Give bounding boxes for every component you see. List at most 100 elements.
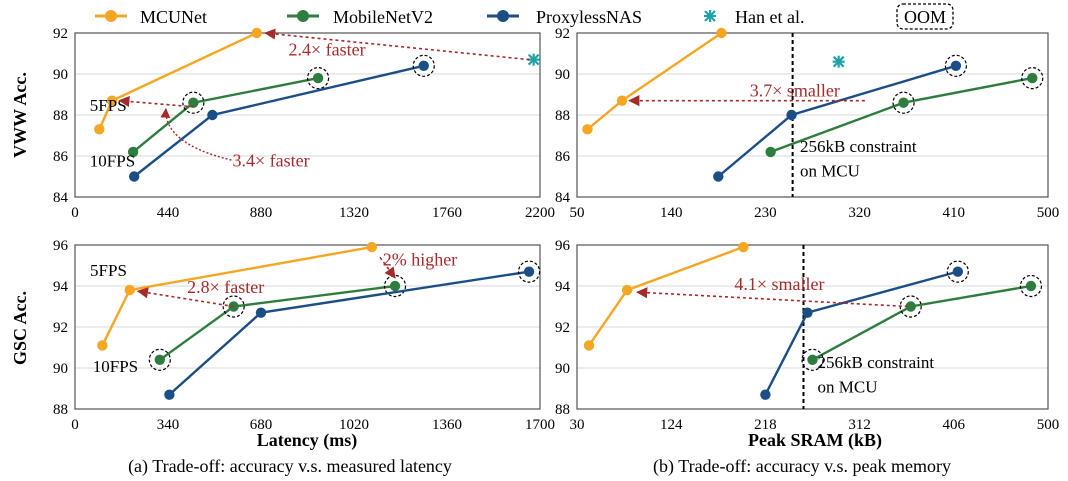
data-point	[188, 97, 199, 108]
data-point	[713, 171, 724, 182]
annotation: 256kB constraint	[818, 353, 935, 372]
xlabel-memory: Peak SRAM (kB)	[748, 430, 882, 451]
x-tick-label: 410	[943, 205, 966, 221]
x-tick-label: 230	[754, 205, 777, 221]
arrows	[118, 28, 908, 308]
x-tick-label: 680	[250, 417, 273, 433]
legend-label-proxylessnas: ProxylessNAS	[536, 7, 642, 27]
legend: MCUNet MobileNetV2 ProxylessNAS Han et a…	[95, 3, 954, 30]
data-point	[807, 354, 818, 365]
x-tick-label: 406	[943, 417, 966, 433]
y-tick-label: 84	[53, 190, 69, 206]
plot-frame	[576, 244, 1049, 410]
annotation: 2% higher	[383, 250, 457, 270]
x-tick-label: 500	[1037, 417, 1060, 433]
y-tick-label: 86	[53, 149, 69, 165]
data-point	[106, 95, 118, 106]
annotation-arrow	[636, 287, 908, 308]
series-proxylessnas	[128, 54, 435, 182]
series-han-et-al-	[832, 55, 845, 68]
x-tick-label: 880	[250, 205, 273, 221]
series-proxylessnas	[713, 54, 967, 182]
y-tick-label: 90	[555, 67, 570, 83]
annotation: 5FPS	[90, 261, 127, 280]
x-tick-label: 1760	[432, 205, 462, 221]
oom-marker	[222, 295, 245, 318]
data-point	[621, 284, 633, 296]
y-tick-label: 96	[555, 238, 571, 254]
annotation: 3.4× faster	[232, 150, 309, 170]
annotation: 10FPS	[90, 151, 135, 170]
annotation: 3.7× smaller	[750, 81, 840, 101]
oom-box	[896, 3, 954, 30]
series-mcunet	[583, 241, 749, 351]
oom-marker	[412, 54, 435, 77]
data-point	[207, 109, 218, 121]
data-point	[765, 146, 776, 158]
data-point	[802, 307, 813, 318]
series-proxylessnas	[164, 260, 541, 400]
data-point	[616, 95, 628, 106]
plot-frame	[74, 244, 541, 410]
series-mcunet	[94, 27, 262, 135]
data-point	[312, 72, 324, 84]
oom-marker	[148, 348, 171, 371]
data-point	[1025, 280, 1037, 292]
series-line	[811, 284, 1032, 361]
annotation: 5FPS	[90, 96, 127, 115]
legend-label-han: Han et al.	[735, 7, 804, 27]
oom-marker	[517, 260, 541, 283]
x-tick-label: 1360	[432, 417, 462, 433]
oom-marker	[182, 91, 205, 114]
annotation: 4.1× smaller	[734, 274, 824, 294]
x-tick-label: 312	[848, 417, 871, 433]
y-tick-label: 94	[53, 279, 69, 295]
y-tick-label: 94	[555, 279, 571, 295]
panel-vww_latency: 0 440 880 1320 1760 2200 84 86 88 90 92 2.4× faster…	[53, 26, 555, 221]
data-point	[127, 146, 139, 158]
data-point	[255, 307, 267, 318]
legend-item-mobilenetv2: MobileNetV2	[287, 7, 433, 27]
annotation: 256kB constraint	[800, 137, 917, 156]
data-point-star	[527, 53, 540, 66]
x-tick-label: 30	[570, 417, 585, 433]
x-tick-label: 50	[570, 205, 585, 221]
y-tick-label: 92	[53, 320, 68, 336]
y-tick-label: 88	[53, 108, 68, 124]
data-point	[124, 284, 135, 296]
oom-marker	[801, 348, 824, 371]
caption-a: (a) Trade-off: accuracy v.s. measured la…	[128, 456, 452, 477]
x-tick-label: 124	[660, 417, 683, 433]
data-point	[94, 124, 105, 135]
legend-label-mcunet: MCUNet	[140, 7, 207, 27]
x-tick-label: 500	[1037, 205, 1060, 221]
data-point	[786, 109, 797, 121]
series-mobilenetv2	[127, 66, 330, 158]
data-point	[164, 389, 175, 400]
captions: (a) Trade-off: accuracy v.s. measured la…	[128, 456, 951, 477]
star-icon	[704, 10, 716, 22]
y-tick-label: 90	[53, 361, 68, 377]
annotation: 10FPS	[93, 357, 138, 376]
data-point	[128, 171, 140, 182]
x-tick-label: 0	[71, 417, 79, 433]
annotation-arrow	[160, 107, 232, 161]
legend-item-oom: OOM	[896, 3, 954, 30]
xlabel-latency: Latency (ms)	[257, 430, 357, 451]
annotation: 2.8× faster	[187, 277, 264, 297]
data-point	[523, 266, 535, 277]
y-tick-label: 90	[53, 67, 68, 83]
data-point	[582, 124, 593, 135]
data-point	[950, 60, 962, 71]
data-point	[905, 301, 916, 312]
ylabel-vww: VWW Acc.	[10, 72, 30, 158]
x-tick-label: 1320	[339, 205, 369, 221]
oom-marker	[892, 91, 915, 114]
series-proxylessnas	[760, 260, 969, 400]
x-tick-label: 2200	[525, 205, 555, 221]
plot-frame	[74, 32, 541, 198]
data-point	[583, 340, 595, 351]
oom-marker	[306, 66, 330, 90]
